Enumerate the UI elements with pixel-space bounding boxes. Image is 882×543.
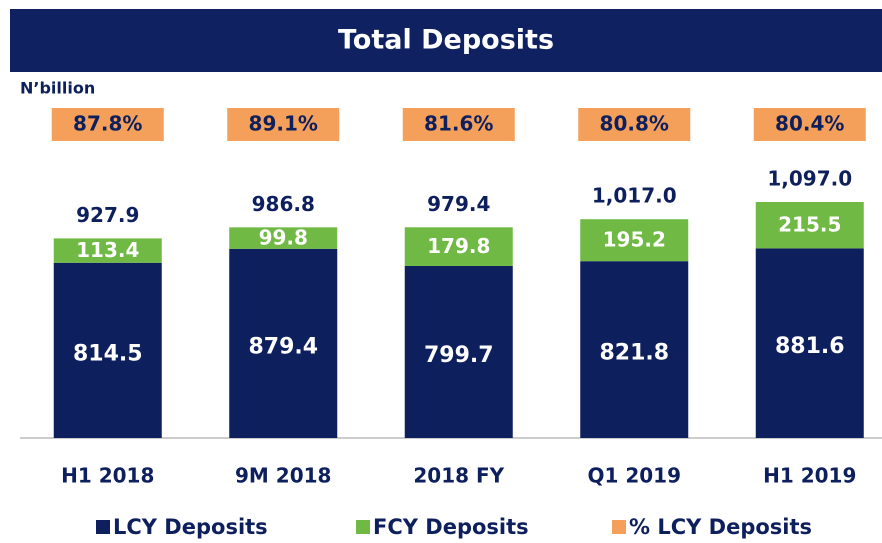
pct-label: 80.8% [600,112,669,136]
total-label: 979.4 [427,192,490,216]
fcy-bar [580,219,689,262]
x-tick-label: H1 2018 [61,464,154,488]
pct-box [227,108,340,141]
bar-label: 879.4 [248,334,318,359]
bar-label: 814.5 [73,341,143,366]
lcy-bar [755,248,864,438]
total-label: 1,017.0 [592,184,677,208]
pct-label: 81.6% [424,112,493,136]
legend-swatch [356,520,370,534]
pct-box [753,108,866,141]
x-tick-label: H1 2019 [763,464,856,488]
x-tick-label: Q1 2019 [587,464,681,488]
bar-label: 179.8 [427,234,490,258]
chart-title: Total Deposits [338,25,554,56]
fcy-bar [53,238,162,263]
lcy-bar [229,248,338,438]
legend-swatch [96,520,110,534]
bar-label: 195.2 [603,228,666,252]
x-tick-label: 9M 2018 [235,464,331,488]
fcy-bar [404,227,513,266]
legend-swatch [612,520,626,534]
pct-label: 89.1% [249,112,318,136]
pct-box [51,108,164,141]
total-label: 986.8 [252,192,315,216]
bar-label: 821.8 [599,341,669,366]
lcy-bar [53,262,162,438]
bar-label: 881.6 [775,334,845,359]
lcy-bar [404,265,513,438]
total-label: 1,097.0 [767,166,852,190]
legend-label: FCY Deposits [373,515,529,539]
x-tick-label: 2018 FY [413,464,504,488]
fcy-bar [755,201,864,249]
title-banner [10,9,882,72]
pct-box [402,108,515,141]
pct-label: 80.4% [775,112,844,136]
fcy-bar [229,227,338,249]
pct-label: 87.8% [73,112,142,136]
total-label: 927.9 [76,203,139,227]
lcy-bar [580,261,689,438]
legend-label: % LCY Deposits [629,515,812,539]
legend-label: LCY Deposits [113,515,268,539]
unit-label: N’billion [20,79,95,98]
bar-label: 799.7 [424,343,494,368]
bar-label: 113.4 [76,238,139,262]
bar-label: 215.5 [778,213,841,237]
pct-box [578,108,691,141]
bar-label: 99.8 [259,226,308,250]
